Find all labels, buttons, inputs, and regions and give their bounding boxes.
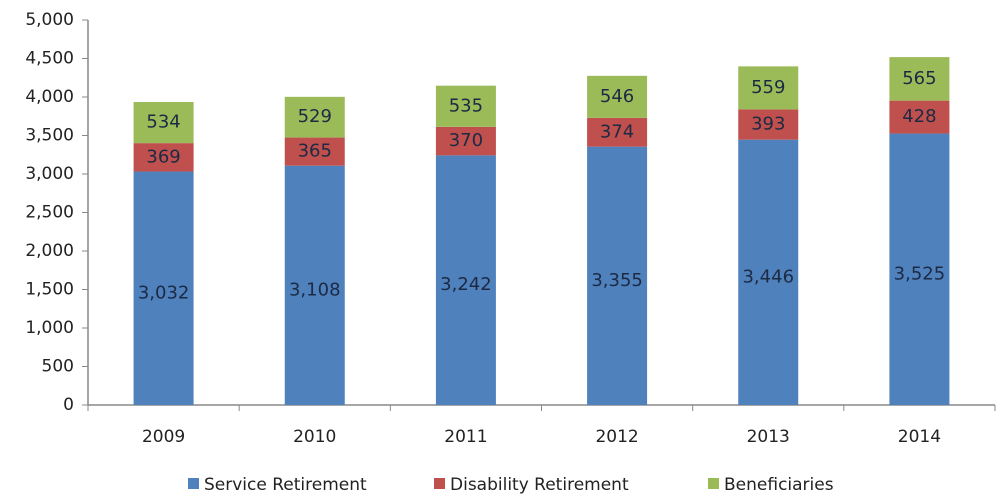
data-label: 3,242 [440, 274, 492, 295]
y-tick-label: 5,000 [25, 10, 74, 30]
data-label: 3,108 [289, 279, 341, 300]
bar-segment [587, 146, 648, 406]
bar-segment [435, 155, 496, 405]
bar-segment [587, 117, 648, 147]
x-tick-label: 2009 [142, 427, 185, 447]
y-tick-label: 2,000 [25, 241, 74, 261]
legend-label: Service Retirement [204, 475, 367, 495]
bar-segment [284, 96, 345, 138]
data-label: 565 [902, 68, 936, 89]
data-label: 393 [751, 114, 785, 135]
y-tick-label: 1,500 [25, 280, 74, 300]
bar-segment [738, 139, 799, 405]
data-label: 369 [146, 146, 180, 167]
legend-label: Beneficiaries [724, 475, 834, 495]
y-tick-label: 2,500 [25, 203, 74, 223]
data-label: 3,525 [894, 263, 946, 284]
data-label: 3,032 [138, 282, 190, 303]
data-label: 535 [449, 95, 483, 116]
legend-label: Disability Retirement [450, 475, 629, 495]
bar-segment [587, 75, 648, 118]
data-label: 428 [902, 106, 936, 127]
bar-segment [738, 66, 799, 110]
y-tick-label: 3,000 [25, 164, 74, 184]
data-label: 559 [751, 77, 785, 98]
y-tick-label: 1,000 [25, 318, 74, 338]
legend-swatch [434, 478, 445, 489]
bar-segment [133, 143, 194, 172]
data-label: 3,446 [742, 266, 794, 287]
bar-segment [133, 102, 194, 144]
x-tick-label: 2011 [444, 427, 487, 447]
y-tick-label: 4,500 [25, 49, 74, 69]
x-tick-label: 2010 [293, 427, 336, 447]
data-label: 534 [146, 112, 180, 133]
bar-segment [284, 137, 345, 166]
bar-segment [435, 85, 496, 127]
bar-segment [133, 171, 194, 405]
y-tick-label: 3,500 [25, 126, 74, 146]
legend-swatch [188, 478, 199, 489]
bar-segment [889, 57, 950, 101]
bar-segment [889, 133, 950, 405]
bar-segment [738, 109, 799, 140]
data-label: 3,355 [591, 270, 643, 291]
bar-segment [435, 126, 496, 156]
bar-segment [284, 165, 345, 405]
x-tick-label: 2013 [747, 427, 790, 447]
data-label: 365 [298, 141, 332, 162]
legend-swatch [708, 478, 719, 489]
y-tick-label: 500 [42, 357, 74, 377]
x-tick-label: 2012 [595, 427, 638, 447]
data-label: 546 [600, 86, 634, 107]
y-tick-label: 0 [63, 395, 74, 415]
data-label: 374 [600, 121, 634, 142]
x-tick-label: 2014 [898, 427, 941, 447]
data-label: 370 [449, 130, 483, 151]
y-tick-label: 4,000 [25, 87, 74, 107]
data-label: 529 [298, 106, 332, 127]
bar-segment [889, 100, 950, 134]
